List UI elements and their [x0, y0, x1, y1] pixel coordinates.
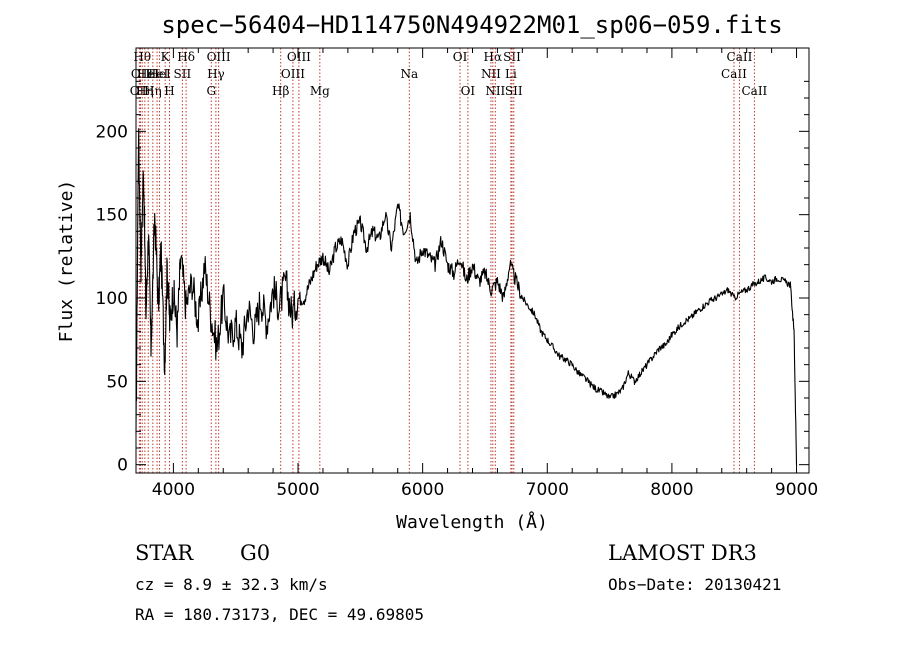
x-tick-label: 6000	[401, 480, 444, 500]
obs-date-text: Obs−Date: 20130421	[608, 575, 781, 594]
series-layer	[135, 128, 798, 465]
axes-layer	[135, 47, 810, 474]
y-tick-label: 100	[96, 289, 128, 309]
line-marker-label: SII	[505, 84, 523, 98]
chart-title: spec−56404−HD114750N494922M01_sp06−059.f…	[161, 11, 782, 39]
y-tick-label: 200	[96, 122, 128, 142]
line-marker-label: HeI	[148, 67, 171, 81]
info-block: STAR G0 LAMOST DR3 cz = 8.9 ± 32.3 km/s …	[135, 541, 781, 624]
x-tick-label: 9000	[775, 480, 818, 500]
line-marker-label: NII	[481, 67, 501, 81]
line-marker-label: Hδ	[177, 50, 195, 64]
line-marker-label: Mg	[310, 84, 330, 98]
line-marker-label: Hα	[484, 50, 503, 64]
y-axis-label: Flux (relative)	[56, 180, 77, 343]
object-subclass: G0	[240, 541, 270, 565]
object-class: STAR	[135, 541, 194, 565]
line-marker-label: G	[206, 84, 216, 98]
y-tick-label: 50	[106, 372, 128, 392]
line-marker-label: NII	[485, 84, 505, 98]
x-tick-label: 4000	[152, 480, 195, 500]
plot-frame	[135, 47, 810, 474]
coordinates-text: RA = 180.73173, DEC = 49.69805	[135, 605, 424, 624]
tick-layer: 4000 5000 6000 7000 8000 9000 0 50 100 150 200	[96, 48, 818, 500]
line-marker-label: H	[164, 84, 174, 98]
x-axis-label: Wavelength (Å)	[396, 511, 548, 533]
redshift-text: cz = 8.9 ± 32.3 km/s	[135, 575, 328, 594]
line-marker-label: Hθ	[133, 50, 151, 64]
line-marker-layer: OIIOIIHθHηHeIHηHeIHeIKHSIIHδGHγOIIIHβOII…	[130, 48, 768, 473]
line-marker-label: SII	[174, 67, 192, 81]
line-marker-label: Hη	[136, 84, 154, 98]
line-marker-label: CaII	[721, 67, 747, 81]
line-marker-label: Hη	[144, 84, 162, 98]
series-line-flux	[135, 128, 798, 465]
line-marker-label: Li	[505, 67, 517, 81]
line-marker-label: CaII	[727, 50, 753, 64]
line-marker-label: OIII	[281, 67, 305, 81]
line-marker-label: Na	[400, 67, 418, 81]
line-marker-label: HeI	[137, 67, 160, 81]
line-marker-label: OIII	[287, 50, 311, 64]
line-marker-label: SII	[503, 50, 521, 64]
line-marker-label: OI	[461, 84, 476, 98]
survey-name: LAMOST DR3	[608, 541, 757, 565]
line-marker-label: Hβ	[272, 84, 289, 98]
line-marker-label: CaII	[741, 84, 767, 98]
line-marker-label: OIII	[207, 50, 231, 64]
x-tick-label: 7000	[526, 480, 569, 500]
line-marker-label: K	[161, 50, 171, 64]
y-tick-label: 150	[96, 206, 128, 226]
y-tick-label: 0	[117, 456, 128, 476]
x-tick-label: 8000	[650, 480, 693, 500]
line-marker-label: HeI	[146, 67, 169, 81]
line-marker-label: Hγ	[207, 67, 225, 81]
x-tick-label: 5000	[276, 480, 319, 500]
line-marker-label: OI	[453, 50, 468, 64]
